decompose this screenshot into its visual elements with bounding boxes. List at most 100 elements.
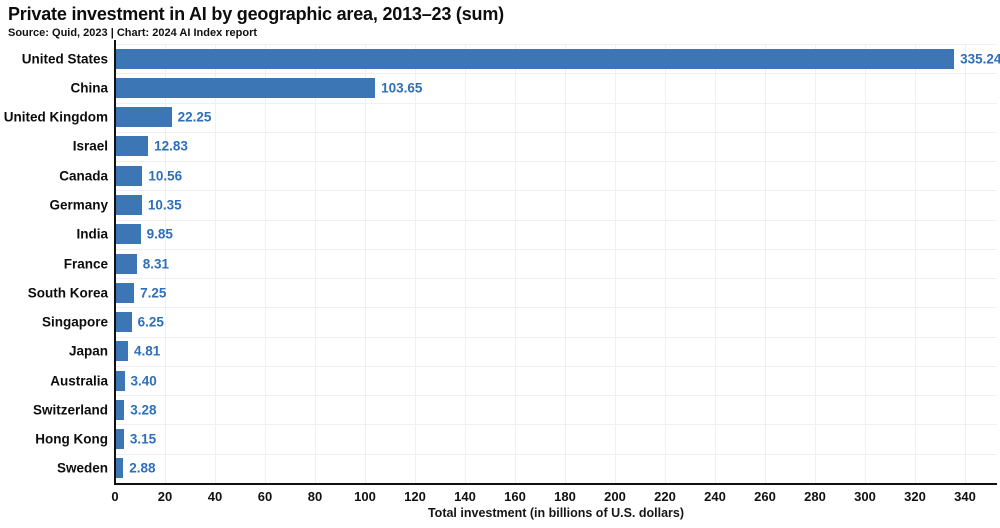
vertical-gridline bbox=[465, 44, 466, 483]
horizontal-gridline bbox=[115, 73, 997, 75]
bar-value-label: 2.88 bbox=[129, 460, 156, 476]
vertical-gridline bbox=[615, 44, 616, 483]
horizontal-gridline bbox=[115, 44, 997, 45]
category-label: Hong Kong bbox=[35, 431, 108, 447]
bar-value-label: 12.83 bbox=[154, 138, 188, 154]
vertical-gridline bbox=[765, 44, 766, 483]
bar-value-label: 22.25 bbox=[177, 109, 212, 125]
vertical-gridline bbox=[565, 44, 566, 483]
bar-value-label: 103.65 bbox=[381, 80, 423, 96]
x-tick-label: 0 bbox=[111, 489, 119, 504]
horizontal-gridline bbox=[115, 190, 997, 192]
bar-value-label: 4.81 bbox=[134, 343, 161, 359]
vertical-gridline bbox=[215, 44, 216, 483]
vertical-gridline bbox=[865, 44, 866, 483]
bar-value-label: 335.24 bbox=[960, 51, 1000, 67]
horizontal-gridline bbox=[115, 453, 997, 455]
x-axis-title: Total investment (in billions of U.S. do… bbox=[427, 506, 685, 520]
bar bbox=[116, 224, 141, 245]
vertical-gridline bbox=[915, 44, 916, 483]
x-tick-label: 220 bbox=[654, 489, 676, 504]
vertical-gridline bbox=[715, 44, 716, 483]
bar bbox=[116, 429, 124, 450]
bar bbox=[116, 370, 125, 391]
y-axis-line bbox=[114, 40, 116, 485]
vertical-gridline bbox=[365, 44, 366, 483]
chart-source-note: Source: Quid, 2023 | Chart: 2024 AI Inde… bbox=[8, 27, 258, 39]
bar-value-label: 8.31 bbox=[142, 256, 170, 271]
x-tick-label: 180 bbox=[554, 489, 576, 504]
horizontal-gridline bbox=[115, 307, 997, 309]
vertical-gridline bbox=[165, 44, 166, 483]
category-label: United Kingdom bbox=[3, 109, 108, 125]
x-tick-label: 20 bbox=[157, 489, 173, 504]
bar bbox=[116, 194, 142, 215]
category-label: Switzerland bbox=[32, 402, 108, 418]
vertical-gridline bbox=[415, 44, 416, 483]
horizontal-gridline bbox=[115, 395, 997, 397]
bar-value-label: 3.40 bbox=[130, 373, 157, 389]
category-label: Singapore bbox=[41, 314, 108, 330]
bar bbox=[116, 77, 376, 98]
horizontal-gridline bbox=[115, 248, 997, 250]
x-tick-label: 320 bbox=[904, 489, 926, 504]
bar bbox=[116, 48, 955, 69]
x-tick-label: 100 bbox=[354, 489, 376, 504]
bar-value-label: 3.15 bbox=[129, 431, 157, 447]
x-tick-label: 160 bbox=[504, 489, 526, 504]
vertical-gridline bbox=[965, 44, 966, 483]
category-label: India bbox=[76, 226, 108, 242]
horizontal-gridline bbox=[115, 336, 997, 338]
horizontal-gridline bbox=[115, 102, 997, 104]
category-label: Japan bbox=[68, 343, 108, 359]
x-tick-label: 120 bbox=[404, 489, 426, 504]
x-tick-label: 260 bbox=[754, 489, 776, 504]
x-tick-label: 340 bbox=[954, 489, 976, 504]
category-label: France bbox=[63, 256, 108, 271]
chart-title: Private investment in AI by geographic a… bbox=[8, 4, 504, 24]
horizontal-gridline bbox=[115, 219, 997, 221]
x-tick-label: 40 bbox=[207, 489, 223, 504]
category-label: Australia bbox=[50, 373, 108, 389]
x-tick-label: 200 bbox=[604, 489, 626, 504]
bar-value-label: 3.28 bbox=[130, 402, 157, 418]
bar bbox=[116, 136, 149, 157]
bar-value-label: 10.56 bbox=[148, 168, 183, 184]
bar bbox=[116, 107, 172, 128]
category-label: China bbox=[70, 80, 108, 96]
bar bbox=[116, 253, 137, 274]
horizontal-gridline bbox=[115, 161, 997, 163]
bar-value-label: 10.35 bbox=[147, 197, 182, 213]
category-label: South Korea bbox=[27, 285, 108, 301]
x-tick-label: 60 bbox=[257, 489, 273, 504]
bar bbox=[116, 341, 129, 362]
category-label: Israel bbox=[72, 138, 108, 154]
bar-value-label: 9.85 bbox=[146, 226, 173, 242]
horizontal-gridline bbox=[115, 365, 997, 367]
x-tick-label: 300 bbox=[854, 489, 876, 504]
bar bbox=[116, 312, 132, 333]
x-axis-line bbox=[114, 483, 997, 485]
bar-value-label: 7.25 bbox=[140, 285, 167, 301]
x-tick-label: 240 bbox=[704, 489, 726, 504]
vertical-gridline bbox=[515, 44, 516, 483]
bar bbox=[116, 282, 135, 303]
vertical-gridline bbox=[265, 44, 266, 483]
x-tick-label: 280 bbox=[804, 489, 826, 504]
vertical-gridline bbox=[315, 44, 316, 483]
category-label: Canada bbox=[59, 168, 108, 184]
bar bbox=[116, 399, 125, 420]
horizontal-gridline bbox=[115, 278, 997, 280]
bar bbox=[116, 458, 124, 479]
category-label: United States bbox=[21, 51, 108, 67]
x-tick-label: 140 bbox=[454, 489, 476, 504]
bar-value-label: 6.25 bbox=[137, 314, 164, 330]
vertical-gridline bbox=[665, 44, 666, 483]
horizontal-gridline bbox=[115, 424, 997, 426]
category-label: Sweden bbox=[56, 460, 108, 476]
horizontal-gridline bbox=[115, 131, 997, 133]
category-label: Germany bbox=[49, 197, 108, 213]
vertical-gridline bbox=[815, 44, 816, 483]
x-tick-label: 80 bbox=[307, 489, 323, 504]
